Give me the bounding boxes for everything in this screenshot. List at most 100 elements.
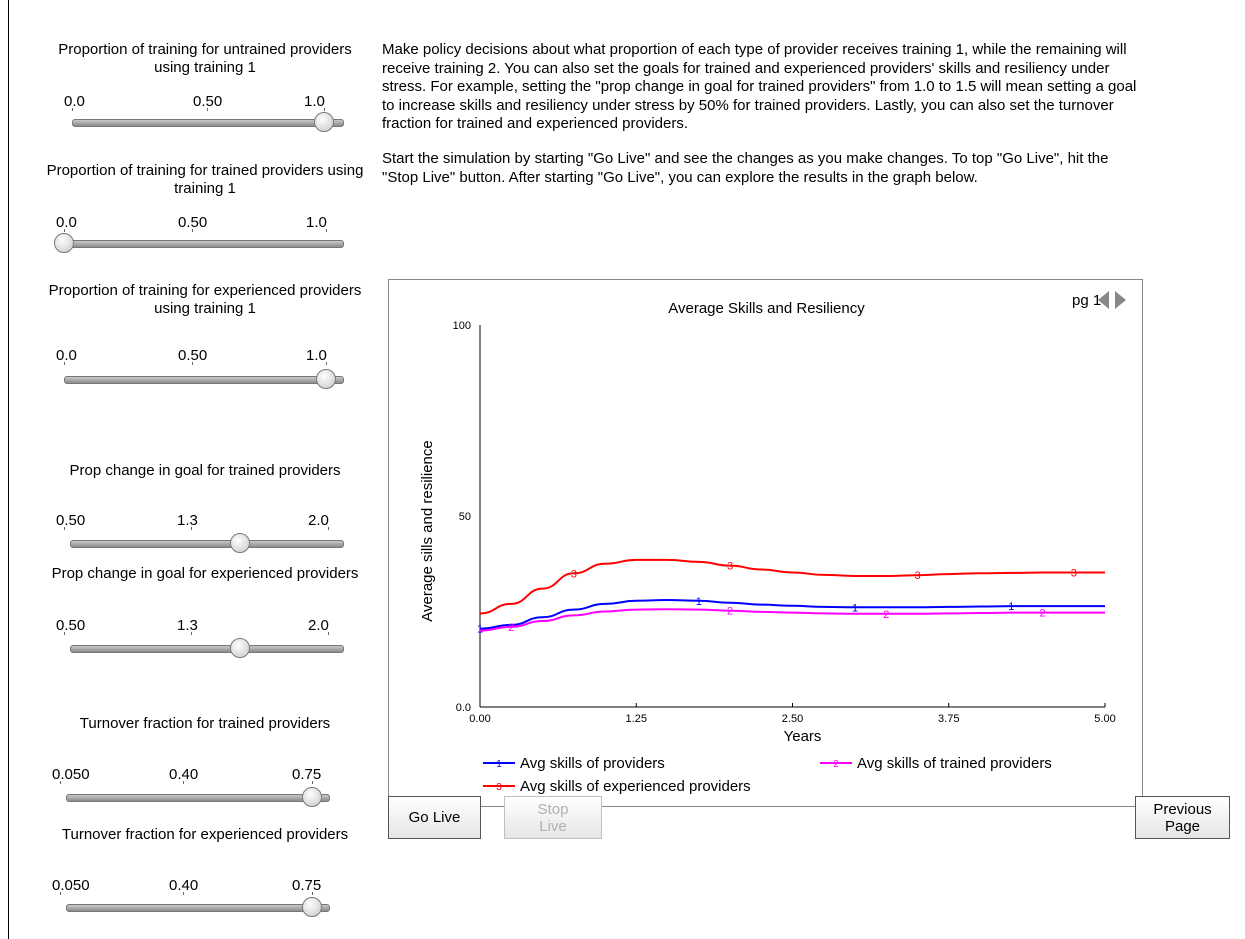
y-tick-label: 0.0 [456, 702, 471, 714]
legend-label-3: Avg skills of experienced providers [520, 778, 751, 795]
slider-tick-label: 1.3 [177, 512, 198, 529]
slider-tick-mark [312, 892, 313, 895]
slider-tick-label: 0.75 [292, 766, 322, 783]
slider-tick-labels: 0.050 0.40 0.75 [40, 877, 370, 897]
slider-tick-mark [324, 108, 325, 111]
page-indicator: pg 1 [1072, 292, 1102, 309]
slider-title: Turnover fraction for experienced provid… [61, 826, 349, 843]
legend-marker-1: 1 [496, 759, 502, 770]
slider-tick-mark [60, 781, 61, 784]
slider-tick-label: 0.0 [56, 347, 77, 364]
slider-tick-mark [183, 892, 184, 895]
slider-tick-label: 1.0 [304, 93, 325, 110]
x-tick-label: 3.75 [938, 713, 959, 725]
series-marker-2: 2 [508, 622, 514, 634]
series-line-2 [479, 608, 1105, 632]
chart-title: Average Skills and Resiliency [668, 300, 865, 317]
go-live-button[interactable]: Go Live [388, 796, 481, 839]
instructions: Make policy decisions about what proport… [382, 41, 1142, 203]
x-tick-label: 1.25 [626, 713, 647, 725]
slider-track[interactable] [66, 904, 330, 912]
slider-tick-mark [326, 229, 327, 232]
slider-tick-mark [183, 781, 184, 784]
slider-tick-label: 0.40 [169, 766, 199, 783]
slider-title: Proportion of training for untrained pro… [58, 41, 352, 76]
prev-page-arrow-icon[interactable] [1098, 291, 1109, 309]
slider-tick-label: 0.50 [178, 347, 208, 364]
slider-tick-labels: 0.50 1.3 2.0 [40, 617, 370, 637]
series-line-3 [479, 558, 1105, 615]
slider-tick-mark [192, 229, 193, 232]
slider-track[interactable] [64, 376, 344, 384]
slider-track[interactable] [72, 119, 344, 127]
slider-tick-label: 2.0 [308, 512, 329, 529]
slider-title: Prop change in goal for experienced prov… [51, 565, 359, 582]
slider-tick-label: 0.50 [193, 93, 223, 110]
graph-panel: Average Skills and Resiliency pg 1 0.00 1… [388, 279, 1143, 807]
slider-thumb[interactable] [316, 369, 336, 389]
series-marker-1: 1 [1008, 601, 1014, 613]
slider-track[interactable] [70, 645, 344, 653]
x-axis-label: Years [784, 728, 822, 745]
slider-tick-labels: 0.0 0.50 1.0 [40, 93, 370, 113]
slider-tick-label: 0.40 [169, 877, 199, 894]
slider-tick-label: 1.0 [306, 347, 327, 364]
slider-tick-label: 0.050 [52, 766, 90, 783]
slider-tick-mark [191, 527, 192, 530]
instructions-paragraph-1: Make policy decisions about what proport… [382, 41, 1137, 133]
slider-tick-mark [64, 229, 65, 232]
slider-tick-mark [312, 781, 313, 784]
slider-tick-mark [64, 362, 65, 365]
slider-tick-mark [72, 108, 73, 111]
slider-tick-mark [192, 362, 193, 365]
series-line-1 [479, 599, 1106, 630]
slider-title: Turnover fraction for trained providers [79, 715, 331, 732]
slider-track[interactable] [70, 540, 344, 548]
series-marker-2: 2 [883, 609, 889, 621]
slider-tick-label: 0.75 [292, 877, 322, 894]
slider-thumb[interactable] [230, 638, 250, 658]
slider-tick-label: 0.50 [178, 214, 208, 231]
slider-thumb[interactable] [302, 787, 322, 807]
slider-tick-label: 0.0 [64, 93, 85, 110]
legend-label-2: Avg skills of trained providers [857, 755, 1052, 772]
slider-thumb[interactable] [54, 233, 74, 253]
slider-thumb[interactable] [314, 112, 334, 132]
slider-tick-label: 2.0 [308, 617, 329, 634]
slider-tick-mark [64, 632, 65, 635]
x-tick-label: 0.00 [469, 713, 490, 725]
left-frame-border [8, 0, 9, 939]
slider-tick-label: 0.050 [52, 877, 90, 894]
slider-tick-mark [328, 632, 329, 635]
slider-track[interactable] [66, 794, 330, 802]
series-marker-3: 3 [571, 568, 577, 580]
slider-thumb[interactable] [230, 533, 250, 553]
slider-tick-label: 1.0 [306, 214, 327, 231]
slider-track[interactable] [64, 240, 344, 248]
slider-tick-labels: 0.0 0.50 1.0 [40, 214, 370, 234]
series-marker-1: 1 [852, 602, 858, 614]
next-page-arrow-icon[interactable] [1115, 291, 1126, 309]
series-marker-2: 2 [727, 606, 733, 618]
slider-tick-label: 0.0 [56, 214, 77, 231]
legend-marker-3: 3 [496, 782, 502, 793]
slider-tick-label: 0.50 [56, 512, 86, 529]
series-marker-3: 3 [914, 570, 920, 582]
slider-tick-labels: 0.0 0.50 1.0 [40, 347, 370, 367]
slider-tick-label: 0.50 [56, 617, 86, 634]
series-marker-2: 2 [1039, 608, 1045, 620]
slider-tick-mark [191, 632, 192, 635]
instructions-paragraph-2: Start the simulation by starting "Go Liv… [382, 149, 1109, 186]
slider-thumb[interactable] [302, 897, 322, 917]
line-chart: 0.00 1.25 2.50 3.75 5.00 0.0 50 100 Years Average… [419, 320, 1116, 795]
slider-title: Prop change in goal for trained provider… [69, 462, 341, 479]
previous-page-button[interactable]: Previous Page [1135, 796, 1230, 839]
slider-tick-mark [326, 362, 327, 365]
slider-tick-mark [64, 527, 65, 530]
slider-title: Proportion of training for experienced p… [48, 282, 362, 317]
slider-tick-mark [207, 108, 208, 111]
stop-live-button[interactable]: Stop Live [504, 796, 602, 839]
legend-marker-2: 2 [833, 759, 839, 770]
series-marker-1: 1 [696, 596, 702, 608]
slider-tick-mark [328, 527, 329, 530]
